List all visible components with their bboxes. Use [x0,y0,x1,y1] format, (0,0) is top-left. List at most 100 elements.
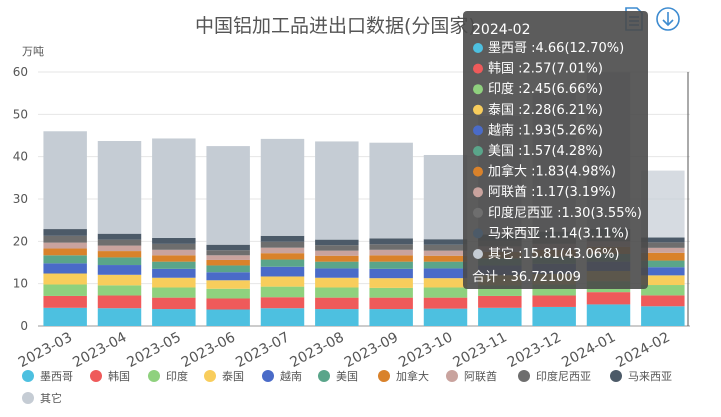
bar-segment[interactable] [315,250,359,256]
legend-item[interactable]: 越南 [262,369,302,383]
bar-segment[interactable] [315,239,359,246]
legend-item[interactable]: 其它 [22,391,62,405]
bar-segment[interactable] [97,141,142,234]
bar-segment[interactable] [641,285,685,296]
bar-segment[interactable] [641,267,685,276]
bar-segment[interactable] [43,295,87,308]
bar-segment[interactable] [315,261,359,269]
bar-segment[interactable] [423,239,468,245]
bar-segment[interactable] [260,253,305,260]
bar-segment[interactable] [260,138,305,236]
bar-segment[interactable] [423,154,468,240]
bar-segment[interactable] [152,287,196,298]
bar-segment[interactable] [369,255,413,262]
bar-segment[interactable] [369,309,413,326]
bar-segment[interactable] [641,260,685,268]
bar-segment[interactable] [423,261,468,269]
bar-segment[interactable] [369,268,413,279]
bar-segment[interactable] [260,276,305,287]
bar-segment[interactable] [152,277,196,288]
bar-segment[interactable] [423,244,468,251]
legend-item[interactable]: 阿联酋 [446,369,497,383]
bar-segment[interactable] [97,239,142,246]
bar-segment[interactable] [315,309,359,326]
legend-item[interactable]: 马来西亚 [610,370,672,383]
bar-segment[interactable] [152,243,196,250]
bar-segment[interactable] [97,245,142,252]
legend-item[interactable]: 印度尼西亚 [518,369,591,383]
bar-segment[interactable] [260,297,305,309]
bar-segment[interactable] [206,259,250,266]
bar-segment[interactable] [152,261,196,269]
bar-segment[interactable] [532,295,576,307]
bar-segment[interactable] [369,249,413,256]
bar-segment[interactable] [206,244,250,251]
bar-segment[interactable] [97,251,142,258]
bar-segment[interactable] [641,237,685,243]
bar-segment[interactable] [369,142,413,239]
bar-segment[interactable] [206,288,250,299]
bar-segment[interactable] [43,273,87,285]
legend-item[interactable]: 墨西哥 [22,370,73,383]
bar-segment[interactable] [641,170,685,238]
legend-item[interactable]: 加拿大 [378,369,429,383]
bar-segment[interactable] [641,252,685,261]
bar-segment[interactable] [423,268,468,279]
bar-segment[interactable] [152,249,196,256]
bar-segment[interactable] [43,242,87,249]
bar-segment[interactable] [586,304,631,326]
bar-segment[interactable] [641,247,685,253]
bar-segment[interactable] [43,263,87,274]
legend-item[interactable]: 印度 [148,369,188,383]
bar-segment[interactable] [423,287,468,298]
bar-segment[interactable] [43,235,87,243]
bar-segment[interactable] [97,274,142,286]
bar-segment[interactable] [43,284,87,296]
bar-segment[interactable] [152,255,196,262]
save-image-icon[interactable] [656,7,680,31]
bar-segment[interactable] [641,242,685,248]
bar-segment[interactable] [369,278,413,288]
bar-segment[interactable] [532,306,576,326]
bar-segment[interactable] [206,309,250,326]
bar-segment[interactable] [315,141,359,240]
bar-segment[interactable] [260,247,305,254]
bar-segment[interactable] [260,259,305,267]
bar-segment[interactable] [260,308,305,326]
bar-segment[interactable] [206,265,250,273]
bar-segment[interactable] [641,275,685,286]
bar-segment[interactable] [315,287,359,298]
bar-segment[interactable] [532,284,576,296]
legend-item[interactable]: 韩国 [90,369,130,383]
bar-segment[interactable] [43,248,87,256]
bar-segment[interactable] [315,297,359,310]
bar-segment[interactable] [369,238,413,245]
bar-segment[interactable] [260,286,305,298]
bar-segment[interactable] [315,255,359,262]
bar-segment[interactable] [206,146,250,245]
bar-segment[interactable] [478,295,522,308]
bar-segment[interactable] [97,308,142,326]
bar-segment[interactable] [152,309,196,326]
bar-segment[interactable] [152,237,196,244]
bar-segment[interactable] [152,268,196,278]
bar-segment[interactable] [97,265,142,275]
bar-segment[interactable] [315,245,359,251]
bar-segment[interactable] [206,250,250,256]
bar-segment[interactable] [260,235,305,242]
bar-segment[interactable] [43,307,87,326]
bar-segment[interactable] [369,244,413,250]
legend-item[interactable]: 泰国 [204,369,244,383]
bar-segment[interactable] [315,268,359,278]
bar-segment[interactable] [97,285,142,296]
bar-segment[interactable] [423,278,468,288]
legend-item[interactable]: 美国 [318,370,358,383]
bar-segment[interactable] [478,307,522,326]
bar-segment[interactable] [369,297,413,310]
bar-segment[interactable] [206,298,250,310]
bar-segment[interactable] [206,255,250,260]
bar-segment[interactable] [43,131,87,230]
bar-segment[interactable] [152,297,196,310]
bar-segment[interactable] [206,272,250,281]
bar-segment[interactable] [423,255,468,262]
